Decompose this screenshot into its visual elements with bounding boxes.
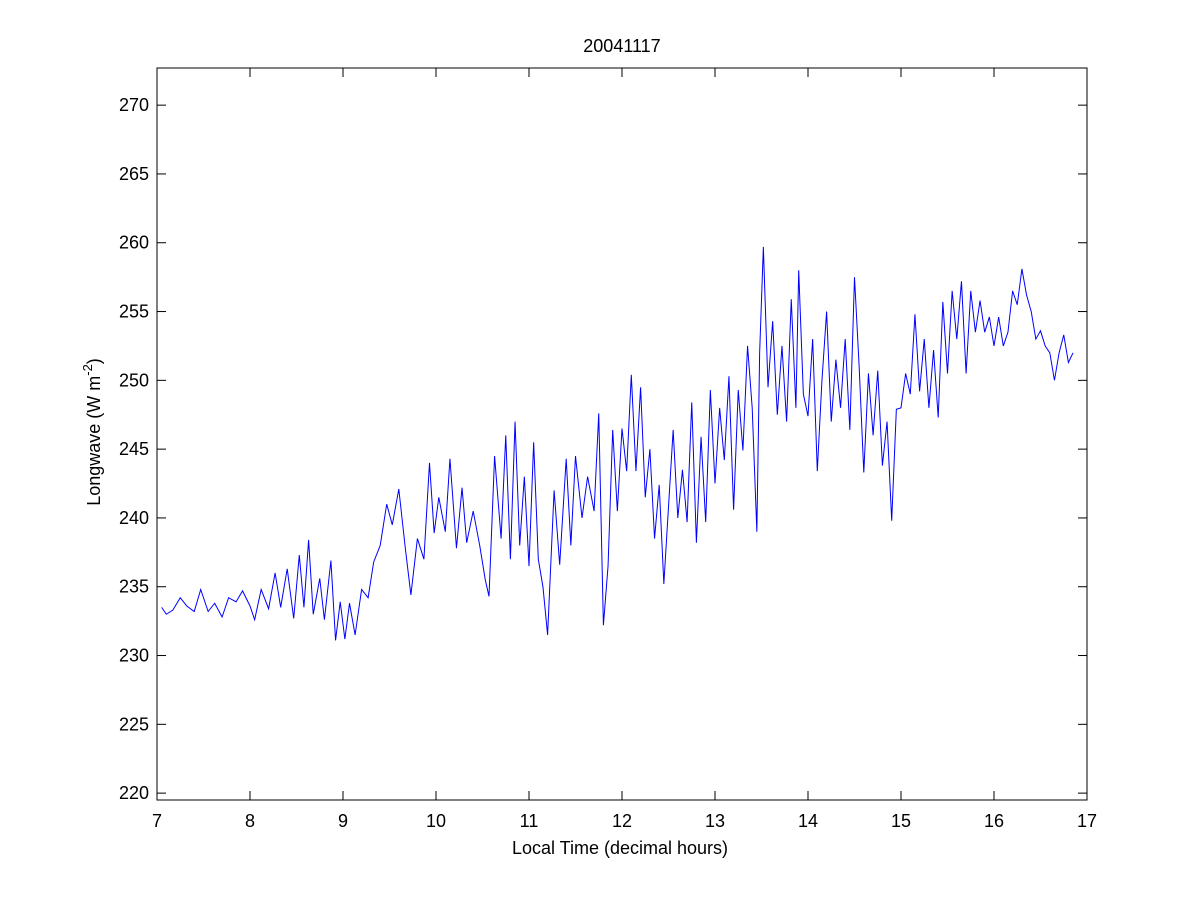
x-tick-label: 9 [338,811,348,831]
y-tick-label: 225 [119,714,149,734]
x-tick-label: 15 [891,811,911,831]
y-tick-label: 270 [119,95,149,115]
x-tick-label: 16 [984,811,1004,831]
y-label-end: ) [84,358,104,364]
y-tick-label: 265 [119,164,149,184]
x-tick-label: 8 [245,811,255,831]
y-label-sup: -2 [80,364,95,376]
data-line [161,246,1074,641]
x-tick-label: 7 [152,811,162,831]
y-tick-label: 260 [119,233,149,253]
y-axis-label: Longwave (W m-2) [80,358,104,506]
y-tick-label: 220 [119,783,149,803]
x-tick-label: 14 [798,811,818,831]
x-axis-label: Local Time (decimal hours) [512,838,728,858]
y-label-text: Longwave (W m [84,376,104,506]
y-tick-label: 235 [119,577,149,597]
y-tick-label: 255 [119,302,149,322]
x-tick-label: 13 [705,811,725,831]
x-tick-label: 10 [426,811,446,831]
x-tick-label: 17 [1077,811,1097,831]
y-tick-label: 240 [119,508,149,528]
x-tick-label: 12 [612,811,632,831]
y-tick-label: 230 [119,646,149,666]
chart-title: 20041117 [583,36,660,56]
y-tick-label: 250 [119,370,149,390]
y-tick-label: 245 [119,439,149,459]
x-tick-label: 11 [520,811,539,831]
